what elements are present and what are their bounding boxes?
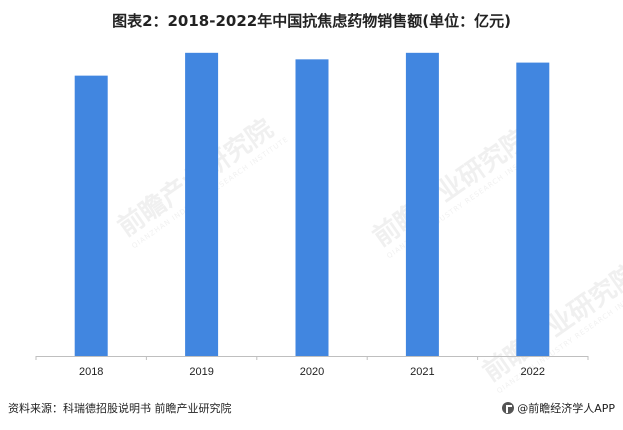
brand-label: @前瞻经济学人APP bbox=[517, 402, 615, 415]
x-tick-labels: 2018 2019 2020 2021 2022 bbox=[35, 356, 589, 378]
bar-2020 bbox=[295, 59, 329, 357]
bar-2022 bbox=[516, 62, 550, 356]
x-tick-label-2018: 2018 bbox=[79, 366, 103, 378]
bar-2021 bbox=[405, 52, 439, 356]
footer: 资料来源：科瑞德招股说明书 前瞻产业研究院 @前瞻经济学人APP bbox=[8, 400, 615, 418]
x-tick-label-2022: 2022 bbox=[521, 366, 545, 378]
bars-group bbox=[74, 52, 550, 357]
bar-chart: 2018 2019 2020 2021 2022 bbox=[35, 52, 589, 378]
x-tick-label-2020: 2020 bbox=[300, 366, 324, 378]
x-tick-label-2021: 2021 bbox=[410, 366, 434, 378]
source-note: 资料来源：科瑞德招股说明书 前瞻产业研究院 bbox=[8, 402, 232, 415]
qianzhan-logo-icon bbox=[502, 402, 515, 414]
chart-title: 图表2：2018-2022年中国抗焦虑药物销售额(单位：亿元) bbox=[112, 12, 511, 30]
x-tick-label-2019: 2019 bbox=[189, 366, 213, 378]
bar-2019 bbox=[185, 52, 219, 356]
bar-2018 bbox=[74, 75, 108, 356]
brand-credit: @前瞻经济学人APP bbox=[502, 400, 615, 416]
